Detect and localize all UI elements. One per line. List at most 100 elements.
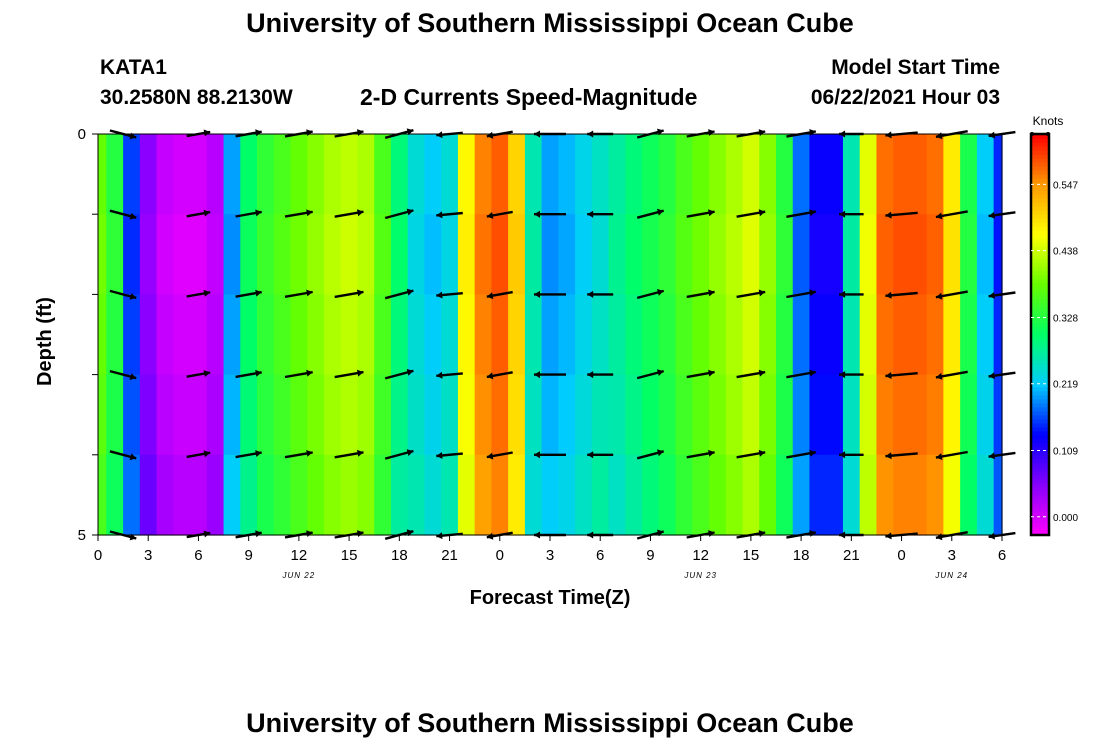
heatmap-cell	[173, 134, 191, 215]
colorbar-segment	[1031, 518, 1049, 524]
colorbar-segment	[1031, 354, 1049, 360]
vector-head	[657, 208, 664, 216]
current-vector	[885, 372, 918, 379]
current-vector	[534, 290, 566, 298]
heatmap-cell	[307, 374, 325, 456]
colorbar-segment	[1031, 190, 1049, 195]
heatmap-cell	[725, 134, 744, 215]
vector-head	[357, 209, 364, 217]
heatmap-cell	[307, 134, 325, 215]
heatmap-cell	[993, 374, 1003, 456]
heatmap-cell	[809, 134, 827, 215]
heatmap-cell	[842, 214, 861, 295]
heatmap-cell	[156, 294, 174, 376]
colorbar-segment	[1031, 246, 1049, 251]
heatmap-cell	[625, 214, 643, 295]
heatmap-cell	[307, 214, 325, 295]
vector-head	[988, 131, 995, 139]
colorbar-tick-label: 0.219	[1053, 380, 1078, 391]
vector-head	[839, 451, 846, 459]
colorbar-segment	[1031, 138, 1049, 143]
heatmap-cell	[876, 294, 894, 376]
vector-head	[534, 290, 540, 298]
heatmap-cell	[98, 294, 107, 376]
current-vector	[235, 209, 262, 218]
vector-head	[935, 453, 943, 460]
heatmap-cell	[441, 134, 459, 215]
colorbar-segment	[1031, 270, 1049, 275]
colorbar-segment	[1031, 226, 1049, 231]
heatmap-cell	[776, 294, 794, 376]
heatmap-cell	[960, 134, 978, 215]
heatmap-cell	[340, 134, 359, 215]
heatmap-cell	[98, 374, 107, 456]
colorbar-segment	[1031, 158, 1049, 163]
vector-head	[885, 372, 892, 379]
x-tick-label: 3	[948, 547, 956, 564]
heatmap-cell	[759, 454, 777, 536]
current-vector	[109, 289, 137, 300]
heatmap-cell	[156, 134, 174, 215]
heatmap-cell	[524, 294, 543, 376]
vector-head	[758, 369, 766, 377]
heatmap-cell	[826, 214, 844, 295]
heatmap-cell	[541, 214, 559, 295]
vector-head	[708, 369, 715, 377]
colorbar-segment	[1031, 426, 1049, 432]
heatmap-cell	[976, 294, 995, 376]
vector-head	[436, 532, 443, 540]
vector-head	[809, 289, 816, 297]
heatmap-cell	[926, 454, 945, 536]
heatmap-cell	[524, 454, 543, 536]
current-vector	[109, 209, 137, 220]
vector-head	[758, 449, 766, 457]
colorbar-segment	[1031, 278, 1049, 283]
current-vector	[935, 210, 968, 220]
colorbar-segment	[1031, 478, 1049, 484]
current-vector	[636, 289, 665, 300]
vector-head	[657, 449, 664, 457]
heatmap-cell	[257, 374, 275, 456]
x-tick-label: 3	[546, 547, 554, 564]
colorbar-segment	[1031, 350, 1049, 356]
colorbar-segment	[1031, 402, 1049, 408]
vector-head	[203, 129, 211, 137]
heatmap-cell	[173, 454, 191, 536]
colorbar-segment	[1031, 498, 1049, 504]
heatmap-cell	[340, 374, 359, 456]
current-vector	[935, 290, 968, 300]
colorbar-tick-label: 0.000	[1053, 513, 1078, 524]
heatmap-cell	[156, 374, 174, 456]
x-tick-label: 15	[341, 547, 358, 564]
heatmap-cell	[357, 374, 375, 456]
heatmap-cell	[709, 374, 727, 456]
heatmap-cell	[993, 134, 1003, 215]
colorbar-segment	[1031, 398, 1049, 404]
colorbar-segment	[1031, 162, 1049, 167]
heatmap-cell	[257, 294, 275, 376]
x-axis-label: Forecast Time(Z)	[470, 587, 631, 609]
heatmap-cell	[658, 374, 677, 456]
heatmap-cell	[742, 374, 760, 456]
vector-head	[203, 450, 211, 458]
current-vector	[587, 290, 614, 298]
heatmap-cell	[508, 214, 526, 295]
colorbar-segment	[1031, 474, 1049, 480]
current-vector	[384, 288, 414, 300]
vector-head	[657, 289, 664, 296]
colorbar-segment	[1031, 230, 1049, 235]
model-start-label: Model Start Time	[831, 56, 1000, 79]
y-axis-label: Depth (ft)	[34, 297, 56, 386]
current-vector	[109, 450, 137, 461]
heatmap-cell	[123, 214, 141, 295]
heatmap-cell	[792, 214, 811, 295]
heatmap-cell	[474, 294, 493, 376]
current-vector	[334, 369, 364, 379]
colorbar-tick-label: 0.328	[1053, 313, 1078, 324]
heatmap-cell	[658, 134, 677, 215]
heatmap-cell	[625, 374, 643, 456]
x-tick-label: 9	[244, 547, 252, 564]
heatmap-cell	[776, 214, 794, 295]
colorbar-segment	[1031, 494, 1049, 500]
heatmap-cell	[541, 454, 559, 536]
